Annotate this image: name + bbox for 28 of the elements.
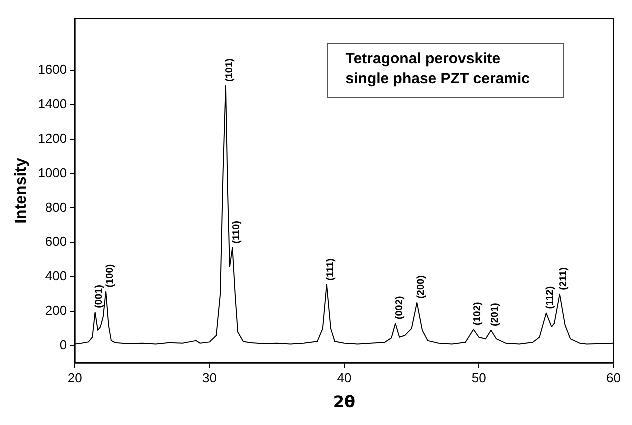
y-tick-label: 400 xyxy=(45,268,68,284)
x-axis-title: 2θ xyxy=(333,392,356,412)
annotation: (211) xyxy=(558,268,570,290)
x-tick-label: 20 xyxy=(68,370,82,386)
annotation: (112) xyxy=(545,286,556,310)
annotation: (102) xyxy=(472,302,484,326)
annotation: (111) xyxy=(326,258,337,281)
annotation: (110) xyxy=(231,221,242,244)
y-tick-label: 800 xyxy=(45,200,68,215)
x-tick-label: 40 xyxy=(337,370,352,386)
annotation: (001) xyxy=(94,285,106,308)
annotation: (002) xyxy=(394,296,406,320)
x-tick-label: 60 xyxy=(606,370,622,386)
annotation: (201) xyxy=(490,303,501,326)
y-tick-label: 1000 xyxy=(38,165,68,180)
x-tick-label: 50 xyxy=(472,370,486,386)
annotation: (100) xyxy=(104,264,116,288)
y-tick-label: 1600 xyxy=(38,62,68,78)
y-tick-label: 0 xyxy=(60,338,68,353)
y-axis-title: Intensity xyxy=(13,158,30,224)
x-tick-label: 30 xyxy=(202,370,218,386)
y-tick-label: 200 xyxy=(45,303,68,318)
y-tick-label: 1400 xyxy=(38,96,68,112)
annotation: Tetragonal perovskite single phase PZT ceramic xyxy=(346,50,530,88)
y-tick-label: 1200 xyxy=(38,130,68,146)
y-tick-label: 600 xyxy=(45,234,68,250)
annotation: (200) xyxy=(416,276,427,299)
annotation: (101) xyxy=(224,58,236,82)
